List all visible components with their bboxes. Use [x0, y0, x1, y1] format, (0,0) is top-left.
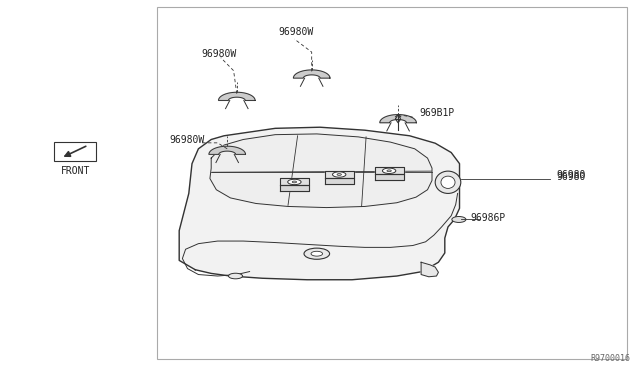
Text: 969B1P: 969B1P	[419, 109, 454, 118]
Text: FRONT: FRONT	[61, 166, 90, 176]
Ellipse shape	[311, 251, 323, 256]
Polygon shape	[209, 146, 246, 154]
Text: 96980: 96980	[557, 170, 586, 180]
Ellipse shape	[435, 171, 461, 193]
Text: R9700016: R9700016	[590, 354, 630, 363]
Polygon shape	[179, 127, 460, 280]
Text: 96980: 96980	[557, 172, 586, 182]
Ellipse shape	[387, 170, 391, 172]
Text: 96986P: 96986P	[470, 213, 506, 222]
Polygon shape	[218, 92, 255, 100]
Ellipse shape	[288, 179, 301, 185]
Polygon shape	[374, 167, 404, 174]
Text: 96980W: 96980W	[170, 135, 205, 144]
Polygon shape	[324, 171, 354, 178]
Polygon shape	[421, 262, 438, 277]
Polygon shape	[324, 178, 354, 184]
Bar	[54, 142, 96, 161]
Polygon shape	[210, 134, 432, 208]
Polygon shape	[280, 179, 309, 186]
Bar	[157, 7, 627, 359]
Polygon shape	[374, 174, 404, 180]
Ellipse shape	[441, 176, 455, 189]
Text: 96980W: 96980W	[202, 49, 237, 59]
Polygon shape	[396, 115, 401, 123]
Text: 96980W: 96980W	[278, 27, 314, 36]
Ellipse shape	[452, 217, 466, 222]
Ellipse shape	[304, 248, 330, 259]
Ellipse shape	[292, 181, 296, 183]
Ellipse shape	[333, 172, 346, 177]
Ellipse shape	[228, 273, 243, 279]
Ellipse shape	[383, 168, 396, 173]
Polygon shape	[380, 115, 417, 123]
Polygon shape	[280, 186, 309, 191]
Ellipse shape	[337, 174, 341, 176]
Polygon shape	[293, 70, 330, 78]
